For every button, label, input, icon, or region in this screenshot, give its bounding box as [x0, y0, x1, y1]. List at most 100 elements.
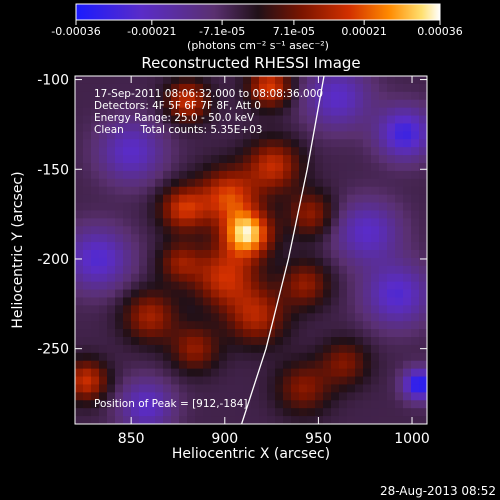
heatmap-cell: [115, 257, 124, 267]
heatmap-cell: [363, 289, 372, 299]
heatmap-cell: [219, 329, 228, 338]
heatmap-cell: [315, 250, 324, 259]
heatmap-cell: [139, 226, 148, 235]
heatmap-cell: [299, 368, 308, 378]
heatmap-cell: [123, 337, 132, 346]
heatmap-cell: [387, 99, 396, 109]
heatmap-cell: [227, 416, 236, 424]
heatmap-cell: [155, 99, 164, 109]
heatmap-cell: [283, 115, 292, 125]
heatmap-cell: [115, 265, 124, 275]
heatmap-cell: [91, 416, 100, 424]
heatmap-cell: [411, 313, 420, 322]
heatmap-cell: [171, 273, 180, 283]
heatmap-cell: [299, 313, 308, 322]
heatmap-cell: [163, 273, 172, 283]
heatmap-cell: [187, 107, 196, 117]
heatmap-cell: [307, 273, 316, 283]
heatmap-cell: [99, 163, 108, 172]
heatmap-cell: [91, 408, 100, 417]
heatmap-cell: [91, 202, 100, 212]
heatmap-cell: [115, 360, 124, 370]
heatmap-cell: [99, 194, 108, 204]
heatmap-cell: [123, 384, 132, 393]
heatmap-cell: [91, 313, 100, 322]
heatmap-cell: [363, 194, 372, 204]
heatmap-cell: [75, 123, 84, 132]
heatmap-cell: [155, 155, 164, 164]
heatmap-cell: [123, 257, 132, 267]
heatmap-cell: [355, 313, 364, 322]
heatmap-cell: [211, 178, 220, 188]
heatmap-cell: [323, 226, 332, 235]
heatmap-cell: [107, 265, 116, 275]
heatmap-cell: [163, 194, 172, 204]
heatmap-cell: [283, 139, 292, 148]
heatmap-cell: [379, 163, 388, 172]
heatmap-cell: [299, 99, 308, 109]
heatmap-cell: [155, 194, 164, 204]
heatmap-cell: [227, 139, 236, 148]
heatmap-cell: [419, 210, 427, 219]
heatmap-cell: [235, 337, 244, 346]
heatmap-cell: [75, 368, 84, 378]
heatmap-cell: [339, 107, 348, 117]
heatmap-cell: [363, 360, 372, 370]
heatmap-cell: [395, 210, 404, 219]
heatmap-cell: [139, 257, 148, 267]
heatmap-cell: [147, 218, 156, 227]
heatmap-cell: [355, 202, 364, 212]
heatmap-cell: [155, 139, 164, 148]
heatmap-cell: [227, 194, 236, 204]
heatmap-cell: [107, 163, 116, 172]
heatmap-cell: [275, 416, 284, 424]
heatmap-cell: [283, 242, 292, 251]
heatmap-cell: [283, 281, 292, 291]
heatmap-cell: [131, 416, 140, 424]
heatmap-cell: [203, 210, 212, 219]
heatmap-cell: [363, 329, 372, 338]
heatmap-cell: [419, 170, 427, 180]
heatmap-cell: [339, 186, 348, 196]
heatmap-cell: [259, 257, 268, 267]
heatmap-cell: [307, 242, 316, 251]
heatmap-cell: [267, 337, 276, 346]
heatmap-cell: [235, 131, 244, 140]
heatmap-cell: [403, 123, 412, 132]
heatmap-cell: [107, 337, 116, 346]
heatmap-cell: [243, 139, 252, 148]
heatmap-cell: [195, 329, 204, 338]
heatmap-cell: [123, 242, 132, 251]
heatmap-cell: [267, 147, 276, 156]
heatmap-cell: [251, 242, 260, 251]
heatmap-cell: [339, 400, 348, 409]
heatmap-cell: [179, 257, 188, 267]
heatmap-cell: [355, 265, 364, 275]
heatmap-cell: [211, 83, 220, 93]
heatmap-cell: [307, 329, 316, 338]
heatmap-cell: [91, 155, 100, 164]
heatmap-cell: [99, 376, 108, 386]
heatmap-cell: [387, 91, 396, 101]
heatmap-cell: [267, 91, 276, 101]
heatmap-cell: [219, 210, 228, 219]
heatmap-cell: [371, 376, 380, 386]
heatmap-cell: [259, 83, 268, 93]
heatmap-cell: [331, 163, 340, 172]
heatmap-cell: [307, 257, 316, 267]
heatmap-cell: [219, 115, 228, 125]
heatmap-cell: [123, 265, 132, 275]
heatmap-cell: [355, 147, 364, 156]
heatmap-cell: [187, 273, 196, 283]
heatmap-cell: [195, 376, 204, 386]
heatmap-cell: [259, 155, 268, 164]
heatmap-cell: [307, 194, 316, 204]
heatmap-cell: [139, 91, 148, 101]
heatmap-cell: [307, 107, 316, 117]
heatmap-cell: [379, 83, 388, 93]
heatmap-cell: [187, 76, 196, 85]
heatmap-cell: [259, 305, 268, 314]
heatmap-cell: [323, 305, 332, 314]
heatmap-cell: [195, 139, 204, 148]
heatmap-cell: [347, 329, 356, 338]
